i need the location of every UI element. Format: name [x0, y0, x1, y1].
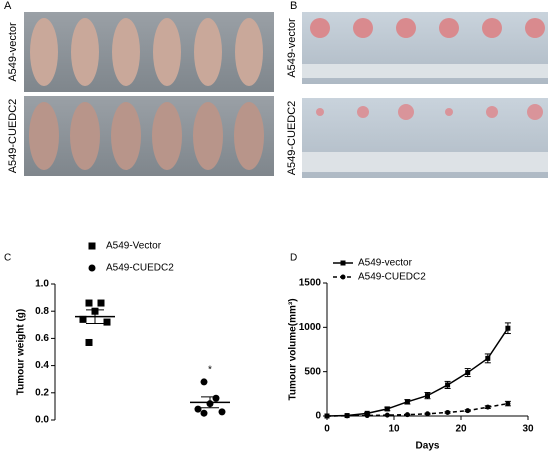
- panel-label: D: [290, 253, 297, 264]
- photo-a-top: [24, 12, 274, 92]
- x-axis-label: Days: [416, 441, 440, 452]
- legend-label: A549-CUEDC2: [358, 272, 426, 283]
- mouse: [30, 18, 58, 86]
- tumour: [527, 104, 543, 120]
- y-tick-label: 0.0: [35, 415, 49, 426]
- mouse: [111, 102, 141, 170]
- line: [326, 327, 509, 417]
- photo-a-bottom: [24, 96, 274, 176]
- row-label: A549-vector: [7, 22, 19, 82]
- y-tick-label: 1000: [299, 322, 322, 333]
- marker: [485, 404, 491, 410]
- annotation: *: [208, 365, 212, 376]
- y-axis-label: Tumour volume(mm³): [288, 298, 299, 400]
- tumour: [357, 106, 369, 118]
- line: [326, 402, 509, 417]
- marker: [425, 411, 430, 417]
- error-bar: [86, 309, 104, 324]
- y-tick-label: 500: [304, 366, 321, 377]
- marker: [218, 408, 226, 416]
- marker: [79, 315, 87, 323]
- y-tick-label: 0.6: [35, 333, 49, 344]
- legend-label: A549-CUEDC2: [106, 263, 174, 274]
- marker: [212, 394, 220, 402]
- legend-marker: [340, 260, 346, 266]
- marker: [445, 382, 451, 388]
- row-label: A549-CUEDC2: [286, 101, 298, 176]
- tumour: [316, 108, 324, 116]
- marker: [404, 399, 410, 405]
- marker: [505, 325, 511, 331]
- tumour: [486, 106, 498, 118]
- x-tick-label: 20: [455, 424, 467, 435]
- row-label: A549-CUEDC2: [7, 99, 19, 174]
- ruler: [302, 64, 548, 78]
- marker: [344, 413, 350, 419]
- mouse: [194, 18, 222, 86]
- marker: [194, 405, 202, 413]
- mouse: [152, 102, 182, 170]
- tumour: [396, 18, 416, 38]
- photos: [24, 12, 548, 178]
- y-tick-label: 0: [315, 411, 321, 422]
- mouse: [71, 18, 99, 86]
- tumour: [310, 18, 330, 38]
- marker: [485, 355, 491, 361]
- tumour: [439, 18, 459, 38]
- panel-label: C: [4, 253, 11, 264]
- mouse: [235, 18, 263, 86]
- marker: [200, 378, 208, 386]
- mouse: [112, 18, 140, 86]
- tumour: [445, 108, 453, 116]
- y-tick-label: 0.2: [35, 387, 49, 398]
- ruler: [302, 152, 548, 172]
- marker: [384, 412, 390, 418]
- tumour: [398, 104, 414, 120]
- marker: [425, 393, 430, 399]
- mouse: [70, 102, 100, 170]
- mouse: [29, 102, 59, 170]
- marker: [465, 370, 471, 376]
- marker: [364, 413, 370, 419]
- legend-marker: [88, 242, 96, 250]
- y-tick-label: 0.4: [35, 360, 49, 371]
- marker: [445, 409, 451, 415]
- tumour: [353, 18, 373, 38]
- marker: [404, 412, 410, 418]
- legend-label: A549-Vector: [106, 241, 162, 252]
- panel-label: A: [4, 0, 12, 12]
- marker: [200, 409, 208, 417]
- x-tick-label: 0: [324, 424, 330, 435]
- mouse: [153, 18, 181, 86]
- marker: [85, 338, 93, 346]
- marker: [505, 401, 511, 407]
- tumour: [525, 18, 545, 38]
- legend-label: A549-vector: [358, 258, 413, 269]
- marker: [85, 299, 93, 307]
- y-tick-label: 1500: [299, 278, 322, 289]
- y-axis-label: Tumour weight (g): [16, 309, 27, 395]
- y-tick-label: 1.0: [35, 279, 49, 290]
- tumour: [482, 18, 502, 38]
- marker: [97, 299, 105, 307]
- legend-marker: [88, 264, 96, 272]
- row-label: A549-vector: [286, 18, 298, 78]
- y-tick-label: 0.8: [35, 306, 49, 317]
- error-bar: [201, 396, 219, 409]
- panel-label: B: [290, 0, 297, 12]
- marker: [324, 413, 330, 419]
- x-tick-label: 10: [388, 424, 400, 435]
- legend-marker: [340, 274, 346, 280]
- marker: [384, 406, 390, 412]
- marker: [103, 318, 111, 326]
- mouse: [234, 102, 264, 170]
- x-tick-label: 30: [522, 424, 534, 435]
- mouse: [193, 102, 223, 170]
- marker: [465, 408, 471, 414]
